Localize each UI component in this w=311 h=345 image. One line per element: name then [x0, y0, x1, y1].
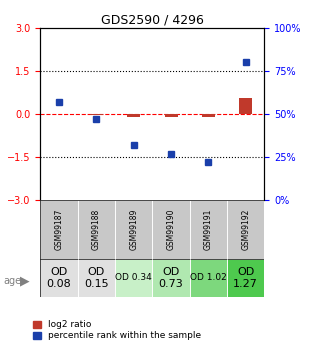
Text: OD
1.27: OD 1.27 [233, 267, 258, 288]
Text: GSM99192: GSM99192 [241, 209, 250, 250]
Bar [152, 259, 190, 297]
Bar [190, 259, 227, 297]
Bar [202, 114, 215, 117]
Text: OD 0.34: OD 0.34 [115, 273, 152, 282]
Bar [190, 200, 227, 259]
Text: ▶: ▶ [20, 275, 30, 288]
Bar [127, 114, 140, 117]
Text: GSM99189: GSM99189 [129, 209, 138, 250]
Title: GDS2590 / 4296: GDS2590 / 4296 [101, 13, 204, 27]
Text: GSM99191: GSM99191 [204, 209, 213, 250]
Text: GSM99190: GSM99190 [167, 209, 175, 250]
Bar [78, 259, 115, 297]
Text: age: age [3, 276, 21, 286]
Text: GSM99188: GSM99188 [92, 209, 101, 250]
Text: OD
0.73: OD 0.73 [159, 267, 183, 288]
Bar [90, 114, 103, 115]
Bar [115, 200, 152, 259]
Text: OD 1.02: OD 1.02 [190, 273, 227, 282]
Bar [165, 114, 178, 117]
Bar [78, 200, 115, 259]
Bar [152, 200, 190, 259]
Bar [40, 259, 78, 297]
Text: GSM99187: GSM99187 [55, 209, 63, 250]
Bar [227, 200, 264, 259]
Bar [239, 98, 252, 114]
Bar [115, 259, 152, 297]
Bar [227, 259, 264, 297]
Legend: log2 ratio, percentile rank within the sample: log2 ratio, percentile rank within the s… [33, 320, 201, 341]
Text: OD
0.08: OD 0.08 [47, 267, 72, 288]
Text: OD
0.15: OD 0.15 [84, 267, 109, 288]
Bar [40, 200, 78, 259]
